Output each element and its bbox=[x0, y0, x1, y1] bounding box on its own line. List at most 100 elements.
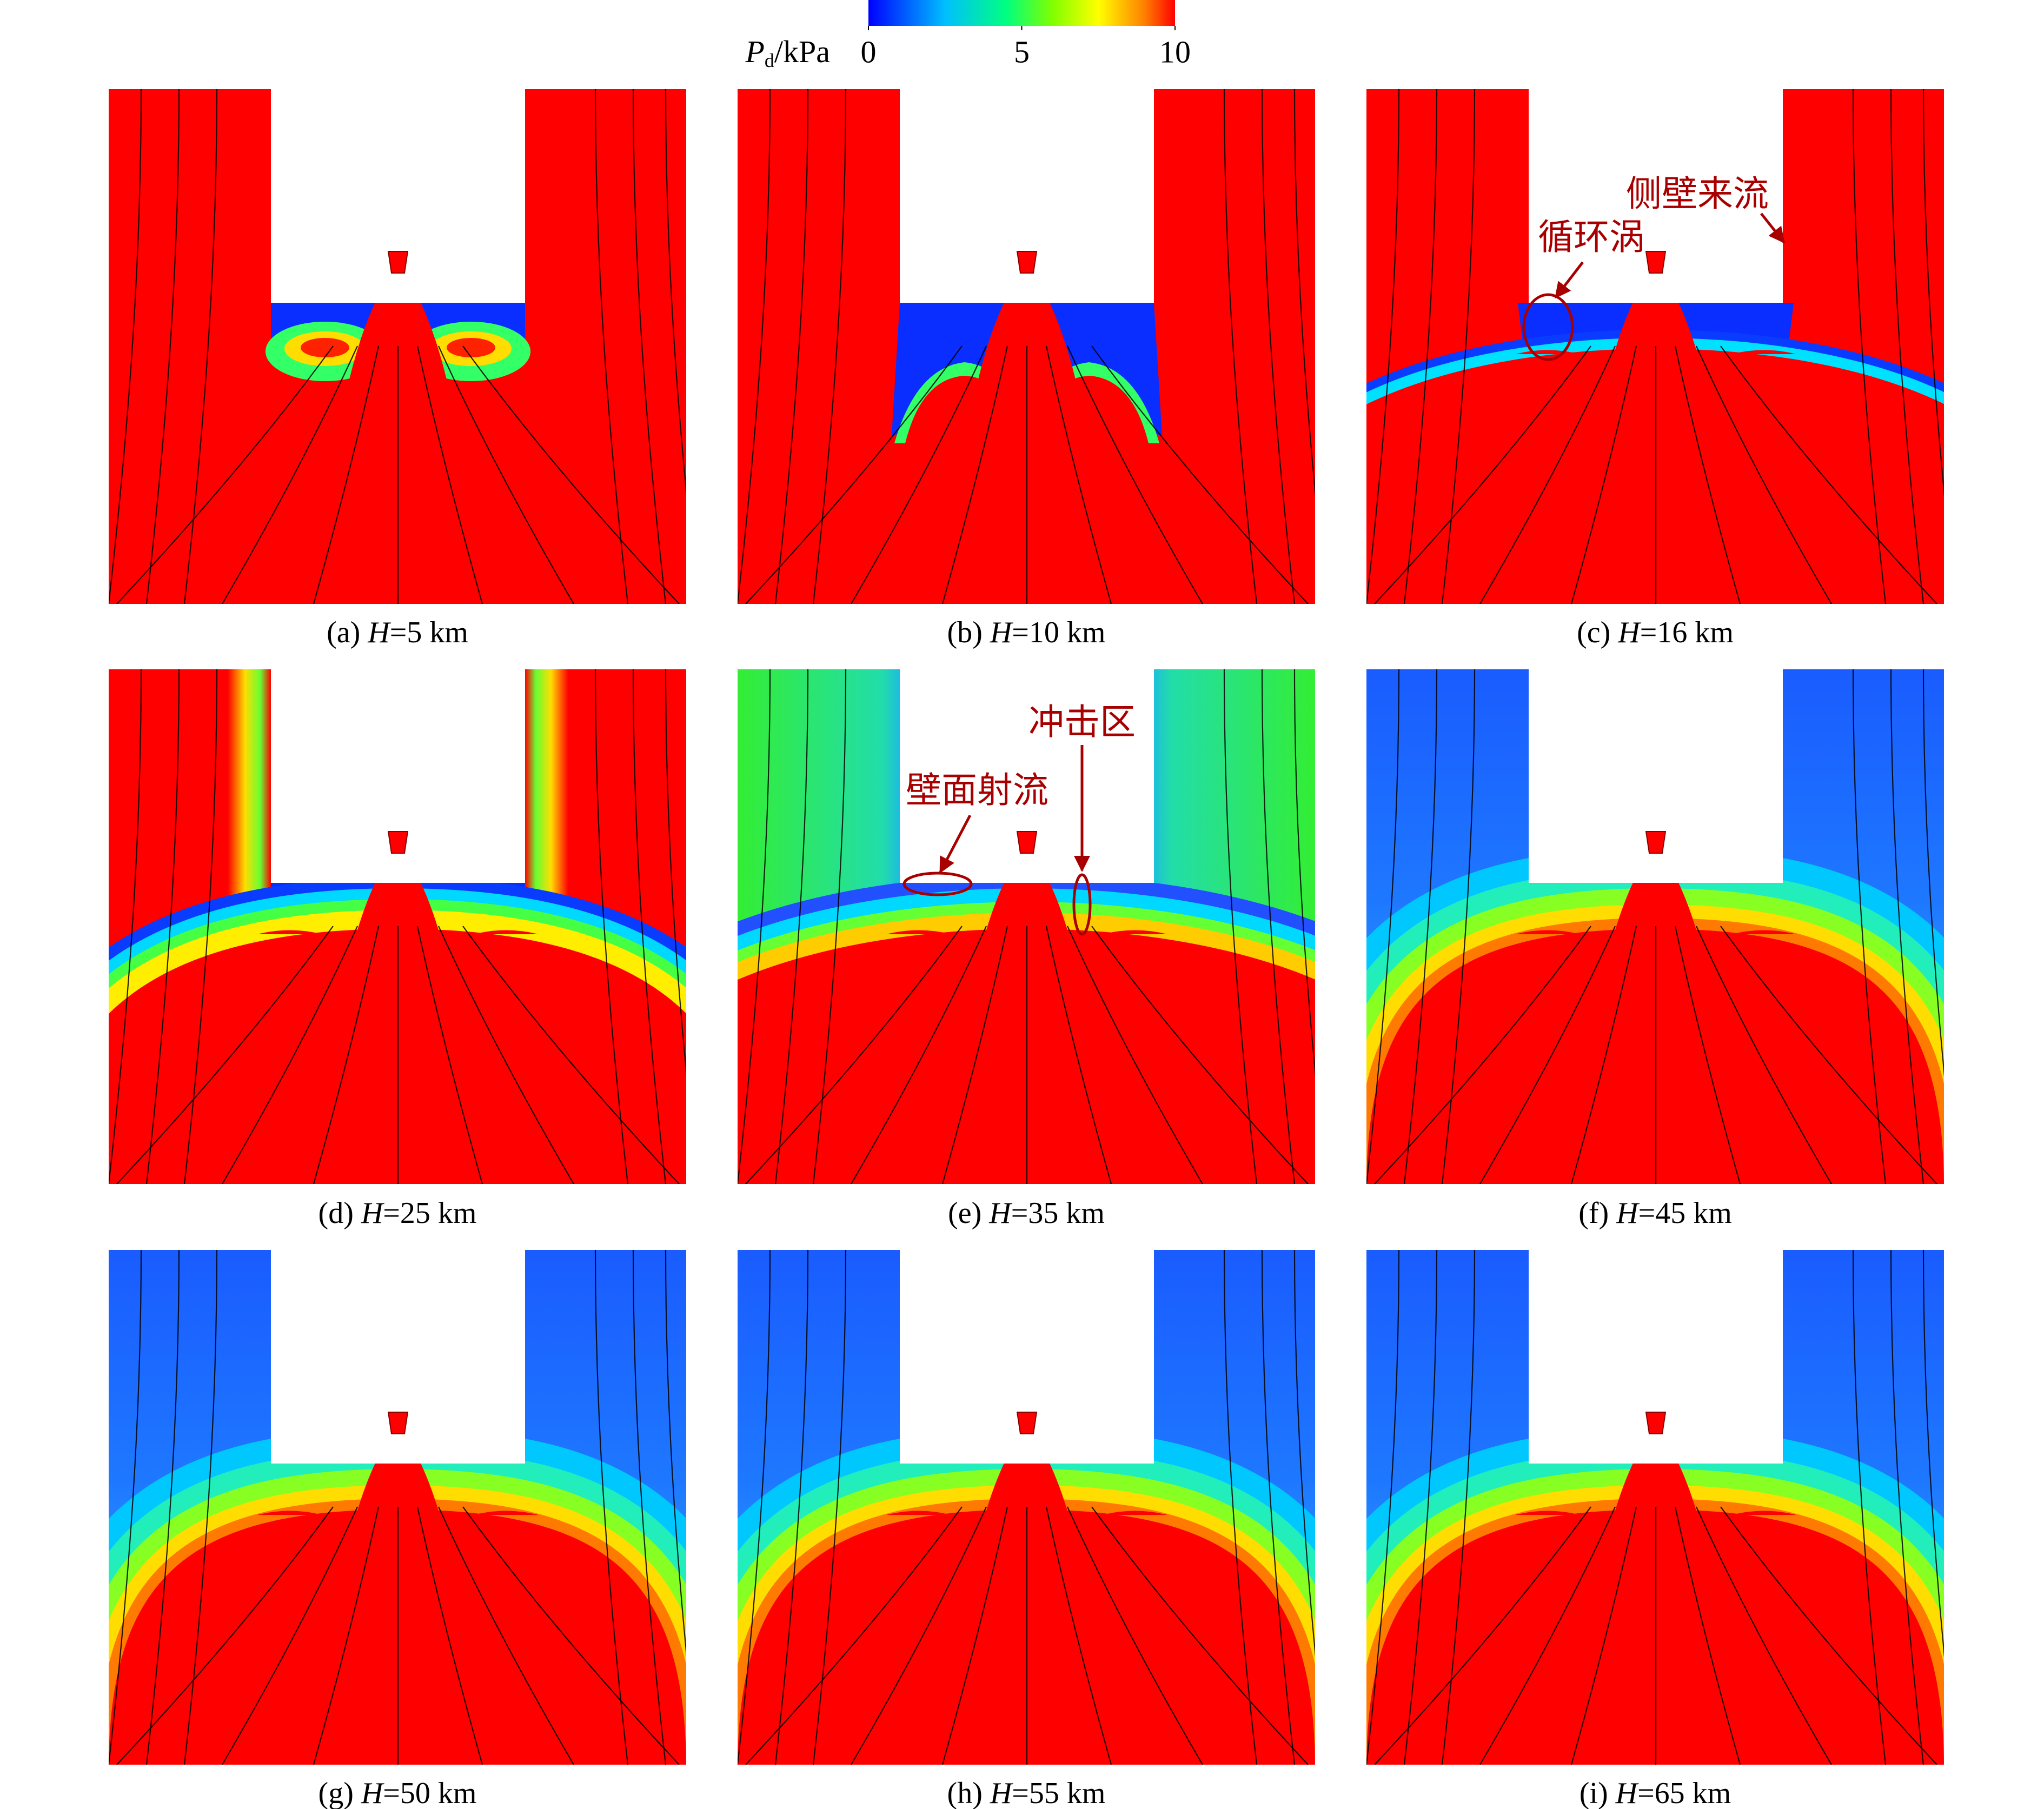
colorbar-label: Pd/kPa bbox=[745, 34, 830, 71]
annotation-ellipse bbox=[1072, 873, 1092, 936]
contour bbox=[738, 89, 1315, 604]
streamline bbox=[1066, 926, 1203, 1184]
streamline bbox=[1403, 669, 1438, 1184]
caption-symbol: H bbox=[367, 616, 391, 649]
caption-label: (a) bbox=[327, 616, 360, 649]
streamline bbox=[437, 1506, 574, 1765]
impingement bbox=[1515, 930, 1580, 934]
streamline bbox=[1479, 1506, 1616, 1765]
streamline bbox=[1045, 926, 1112, 1184]
caption-symbol: H bbox=[361, 1196, 384, 1230]
streamline bbox=[1261, 669, 1296, 1184]
streamline bbox=[437, 926, 574, 1184]
streamline bbox=[1223, 89, 1258, 604]
streamline bbox=[1674, 1506, 1741, 1765]
impingement bbox=[1731, 350, 1796, 354]
streamline bbox=[416, 926, 483, 1184]
streamline bbox=[416, 1506, 483, 1765]
nozzle bbox=[1645, 1412, 1667, 1434]
caption-label: (b) bbox=[947, 616, 983, 649]
caption-text: =45 km bbox=[1638, 1196, 1732, 1230]
caption-symbol: H bbox=[1615, 1777, 1639, 1809]
panel bbox=[109, 669, 686, 1184]
caption-symbol: H bbox=[990, 1777, 1013, 1809]
caption-symbol: H bbox=[990, 616, 1013, 649]
streamline bbox=[851, 926, 987, 1184]
streamline bbox=[632, 1250, 667, 1765]
streamline bbox=[1223, 1250, 1258, 1765]
colorbar-unit: /kPa bbox=[774, 34, 830, 69]
streamline bbox=[1890, 669, 1924, 1184]
nozzle bbox=[1016, 251, 1038, 274]
streamline bbox=[1261, 1250, 1296, 1765]
streamline bbox=[1091, 1506, 1309, 1765]
caption-text: =50 km bbox=[383, 1777, 476, 1809]
impingement bbox=[474, 930, 539, 934]
nozzle bbox=[1016, 831, 1038, 854]
caption-symbol: H bbox=[1617, 616, 1641, 649]
streamline bbox=[1066, 1506, 1203, 1765]
panel-caption: (a) H=5 km bbox=[327, 616, 468, 649]
caption-label: (f) bbox=[1578, 1196, 1609, 1230]
annotation-ellipse bbox=[902, 872, 973, 896]
impingement bbox=[1731, 1511, 1796, 1515]
streamline bbox=[594, 89, 629, 604]
streamline bbox=[632, 669, 667, 1184]
streamline bbox=[1695, 926, 1832, 1184]
streamline bbox=[1403, 1250, 1438, 1765]
streamline bbox=[738, 669, 771, 1184]
nozzle bbox=[1016, 1412, 1038, 1434]
annotation: 循环涡 bbox=[1538, 216, 1645, 258]
streamline bbox=[1293, 669, 1315, 1077]
panel-caption: (b) H=10 km bbox=[947, 616, 1106, 649]
streamline bbox=[1570, 345, 1637, 604]
panel bbox=[738, 89, 1315, 604]
caption-label: (d) bbox=[318, 1196, 354, 1230]
caption-label: (c) bbox=[1577, 616, 1610, 649]
pocket bbox=[301, 338, 349, 357]
streamline bbox=[1922, 1250, 1944, 1658]
streamline bbox=[1293, 89, 1315, 497]
streamline bbox=[313, 926, 380, 1184]
panel bbox=[1366, 1250, 1944, 1765]
caption-text: =5 km bbox=[390, 616, 468, 649]
streamline bbox=[1890, 89, 1924, 604]
colorbar-symbol: P bbox=[745, 34, 764, 69]
streamline bbox=[594, 669, 629, 1184]
colorbar bbox=[868, 0, 1175, 26]
streamline bbox=[145, 89, 180, 604]
streamline bbox=[116, 1506, 334, 1765]
impingement bbox=[1515, 1511, 1580, 1515]
streamline bbox=[594, 1250, 629, 1765]
streamline bbox=[1066, 345, 1203, 604]
streamline bbox=[462, 345, 680, 604]
streamline bbox=[145, 1250, 180, 1765]
streamline bbox=[1366, 1250, 1400, 1765]
streamline bbox=[745, 345, 963, 604]
panel-caption: (h) H=55 km bbox=[947, 1777, 1106, 1809]
streamline bbox=[1045, 345, 1112, 604]
streamline bbox=[1293, 1250, 1315, 1658]
caption-text: =55 km bbox=[1012, 1777, 1105, 1809]
caption-label: (g) bbox=[318, 1777, 354, 1809]
nozzle bbox=[387, 831, 409, 854]
streamline bbox=[109, 669, 142, 1184]
panel: 壁面射流 冲击区 bbox=[738, 669, 1315, 1184]
caption-text: =65 km bbox=[1637, 1777, 1731, 1809]
annotation: 冲击区 bbox=[1028, 701, 1136, 743]
streamline bbox=[1852, 1250, 1887, 1765]
streamline bbox=[1922, 669, 1944, 1077]
streamline bbox=[109, 1250, 142, 1765]
panel bbox=[109, 89, 686, 604]
panel-caption: (g) H=50 km bbox=[318, 1777, 477, 1809]
impingement bbox=[1103, 1511, 1167, 1515]
streamline bbox=[116, 345, 334, 604]
contour bbox=[738, 669, 1315, 1184]
nozzle bbox=[1645, 831, 1667, 854]
streamline bbox=[437, 345, 574, 604]
streamline bbox=[851, 1506, 987, 1765]
caption-symbol: H bbox=[988, 1196, 1012, 1230]
streamline bbox=[941, 926, 1008, 1184]
